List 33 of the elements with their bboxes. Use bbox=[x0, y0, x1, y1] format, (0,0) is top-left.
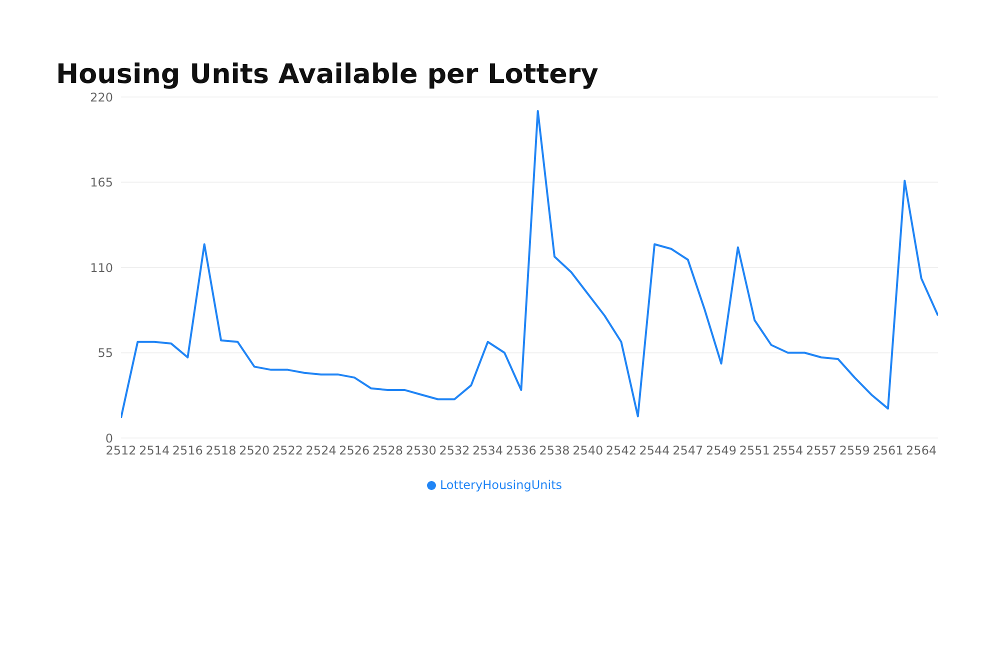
x-tick-label: 2536 bbox=[506, 444, 536, 458]
x-tick-label: 2520 bbox=[239, 444, 270, 458]
x-tick-label: 2522 bbox=[272, 444, 304, 458]
line-series bbox=[121, 110, 938, 419]
x-tick-label: 2559 bbox=[839, 444, 870, 458]
x-tick-label: 2554 bbox=[772, 444, 804, 458]
x-tick-label: 2557 bbox=[806, 444, 837, 458]
x-tick-label: 2534 bbox=[472, 444, 504, 458]
x-tick-label: 2518 bbox=[206, 444, 236, 458]
x-tick-label: 2551 bbox=[739, 444, 770, 458]
x-tick-label: 2530 bbox=[406, 444, 436, 458]
x-tick-label: 2532 bbox=[439, 444, 470, 458]
x-tick-label: 2547 bbox=[672, 444, 704, 458]
x-tick-label: 2549 bbox=[706, 444, 737, 458]
x-tick-label: 2538 bbox=[539, 444, 570, 458]
x-tick-label: 2524 bbox=[306, 444, 336, 458]
x-tick-label: 2564 bbox=[906, 444, 937, 458]
x-tick-label: 2514 bbox=[139, 444, 170, 458]
y-tick-label: 165 bbox=[90, 176, 113, 190]
x-tick-label: 2526 bbox=[339, 444, 370, 458]
legend-label: LotteryHousingUnits bbox=[440, 478, 562, 492]
y-tick-label: 220 bbox=[90, 90, 113, 104]
y-tick-label: 110 bbox=[90, 260, 113, 275]
chart-title: Housing Units Available per Lottery bbox=[55, 58, 600, 92]
x-tick-label: 2542 bbox=[606, 444, 636, 458]
x-tick-label: 2540 bbox=[572, 444, 604, 458]
y-tick-label: 55 bbox=[98, 346, 113, 360]
x-tick-label: 2528 bbox=[372, 444, 404, 458]
y-tick-label: 0 bbox=[105, 431, 113, 446]
x-tick-label: 2544 bbox=[639, 444, 670, 458]
x-tick-label: 2516 bbox=[172, 444, 203, 458]
x-tick-label: 2561 bbox=[872, 444, 904, 458]
x-tick-label: 2512 bbox=[106, 444, 136, 458]
